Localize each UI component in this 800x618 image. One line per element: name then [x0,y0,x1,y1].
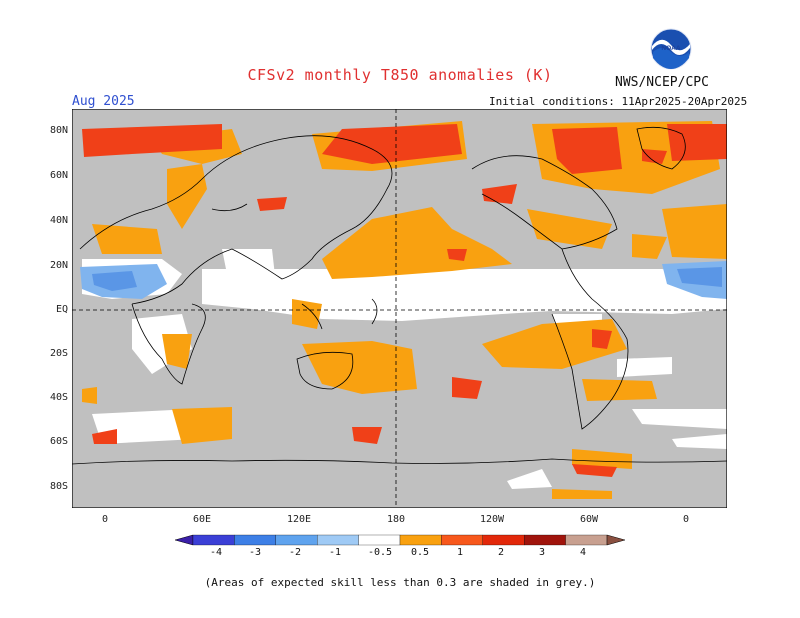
coastlines [72,126,727,465]
colorbar-cell [524,534,566,546]
logo-text: NOAA [661,45,680,52]
colorbar-label: 0.5 [410,547,430,558]
lon-label: 120W [479,514,505,525]
positive-anomaly-red [82,124,727,477]
colorbar-label: -2 [288,547,302,558]
lon-label: 120E [286,514,312,525]
colorbar [175,534,625,546]
colorbar-label: 2 [497,547,505,558]
colorbar-label: 3 [538,547,546,558]
lat-label: 60S [49,436,68,447]
negative-anomaly-areas [80,261,727,299]
lat-label: 80S [49,481,68,492]
lat-label: EQ [55,304,68,315]
forecast-month: Aug 2025 [72,94,135,109]
colorbar-cell [399,534,442,546]
colorbar-label: -1 [328,547,342,558]
colorbar-label: -3 [248,547,262,558]
colorbar-label: -0.5 [367,547,393,558]
colorbar-label: -4 [209,547,223,558]
lon-label: 0 [101,514,109,525]
lon-label: 60W [579,514,599,525]
map-title: CFSv2 monthly T850 anomalies (K) [247,66,553,84]
colorbar-max-arrow [606,534,625,546]
lat-label: 40N [49,215,68,226]
colorbar-cell [441,534,483,546]
lat-label: 20N [49,260,68,271]
lon-label: 180 [386,514,406,525]
lon-label: 0 [682,514,690,525]
lat-label: 20S [49,348,68,359]
colorbar-cell [565,534,608,546]
anomaly-map [72,109,727,508]
colorbar-cell [234,534,276,546]
colorbar-cell [317,534,359,546]
colorbar-cell [192,534,235,546]
colorbar-cell [275,534,318,546]
lat-label: 80N [49,125,68,136]
lat-label: 60N [49,170,68,181]
lat-label: 40S [49,392,68,403]
colorbar-min-arrow [175,534,194,546]
initial-conditions: Initial conditions: 11Apr2025-20Apr2025 [489,95,748,108]
noaa-logo: NOAA [650,28,692,70]
colorbar-label: 4 [579,547,587,558]
colorbar-label: 1 [456,547,464,558]
colorbar-cell [482,534,525,546]
colorbar-cell [358,534,401,546]
skill-footnote: (Areas of expected skill less than 0.3 a… [204,576,596,589]
org-label: NWS/NCEP/CPC [615,75,709,90]
lon-label: 60E [192,514,212,525]
